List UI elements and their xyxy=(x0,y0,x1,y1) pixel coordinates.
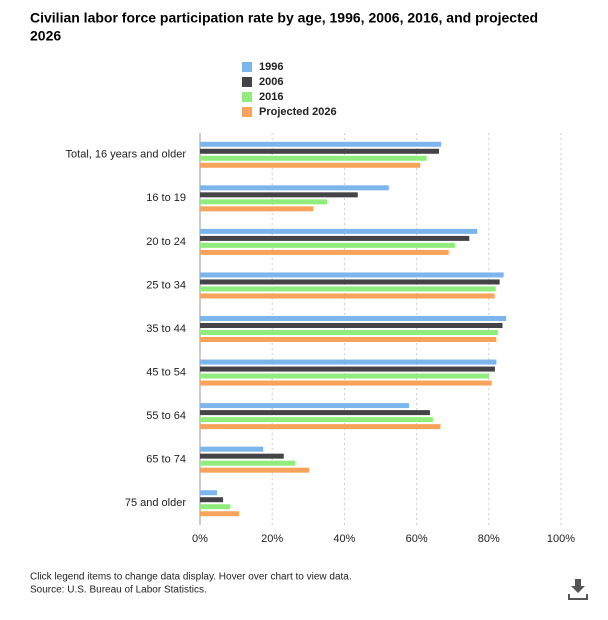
bar xyxy=(200,490,217,496)
y-tick-label: 55 to 64 xyxy=(146,410,186,422)
bar xyxy=(200,316,507,321)
chart-title: Civilian labor force participation rate … xyxy=(30,10,538,26)
bar xyxy=(200,410,430,416)
y-tick-label: 75 and older xyxy=(125,497,186,509)
y-tick-label: 45 to 54 xyxy=(146,366,186,378)
chart-title: 2026 xyxy=(30,28,61,44)
bar xyxy=(200,359,497,365)
bar xyxy=(200,337,497,342)
x-tick-label: 0% xyxy=(192,533,208,545)
bar xyxy=(200,403,410,409)
bar xyxy=(200,366,495,372)
bar xyxy=(200,504,231,510)
legend-label[interactable]: Projected 2026 xyxy=(259,106,337,118)
footnote: Click legend items to change data displa… xyxy=(30,572,352,583)
bar xyxy=(200,380,492,386)
bar xyxy=(200,141,442,147)
bar xyxy=(200,330,498,335)
legend-swatch[interactable] xyxy=(242,77,252,87)
x-tick-label: 100% xyxy=(547,533,575,545)
download-icon[interactable] xyxy=(568,579,588,600)
x-tick-label: 80% xyxy=(478,533,500,545)
bar xyxy=(200,497,224,503)
bar xyxy=(200,185,389,191)
bar xyxy=(200,417,433,423)
bar xyxy=(200,467,310,473)
source: Source: U.S. Bureau of Labor Statistics. xyxy=(30,585,207,596)
bar xyxy=(200,148,439,154)
y-tick-label: 35 to 44 xyxy=(146,323,186,335)
bar xyxy=(200,235,470,241)
legend-label[interactable]: 2006 xyxy=(259,76,283,88)
bar xyxy=(200,162,421,168)
y-tick-label: Total, 16 years and older xyxy=(66,149,187,161)
y-tick-label: 16 to 19 xyxy=(146,192,186,204)
bar xyxy=(200,242,455,248)
bar xyxy=(200,293,495,299)
legend-label[interactable]: 2016 xyxy=(259,91,283,103)
bar xyxy=(200,249,449,255)
bar xyxy=(200,453,284,459)
bar xyxy=(200,228,478,234)
bar xyxy=(200,155,427,161)
y-tick-label: 25 to 34 xyxy=(146,279,186,291)
y-tick-label: 20 to 24 xyxy=(146,236,186,248)
legend-swatch[interactable] xyxy=(242,107,252,117)
bar xyxy=(200,272,504,278)
x-tick-label: 20% xyxy=(261,533,283,545)
legend-swatch[interactable] xyxy=(242,92,252,102)
bar xyxy=(200,511,239,517)
bar xyxy=(200,446,264,452)
bar xyxy=(200,460,295,466)
bar xyxy=(200,206,314,212)
bar xyxy=(200,286,496,292)
bar xyxy=(200,279,500,285)
legend-label[interactable]: 1996 xyxy=(259,61,283,73)
bar xyxy=(200,373,489,379)
bar xyxy=(200,192,358,198)
bar xyxy=(200,424,441,430)
bar xyxy=(200,199,328,205)
x-tick-label: 60% xyxy=(406,533,428,545)
x-tick-label: 40% xyxy=(333,533,355,545)
legend-swatch[interactable] xyxy=(242,62,252,72)
y-tick-label: 65 to 74 xyxy=(146,454,186,466)
bar xyxy=(200,323,503,328)
